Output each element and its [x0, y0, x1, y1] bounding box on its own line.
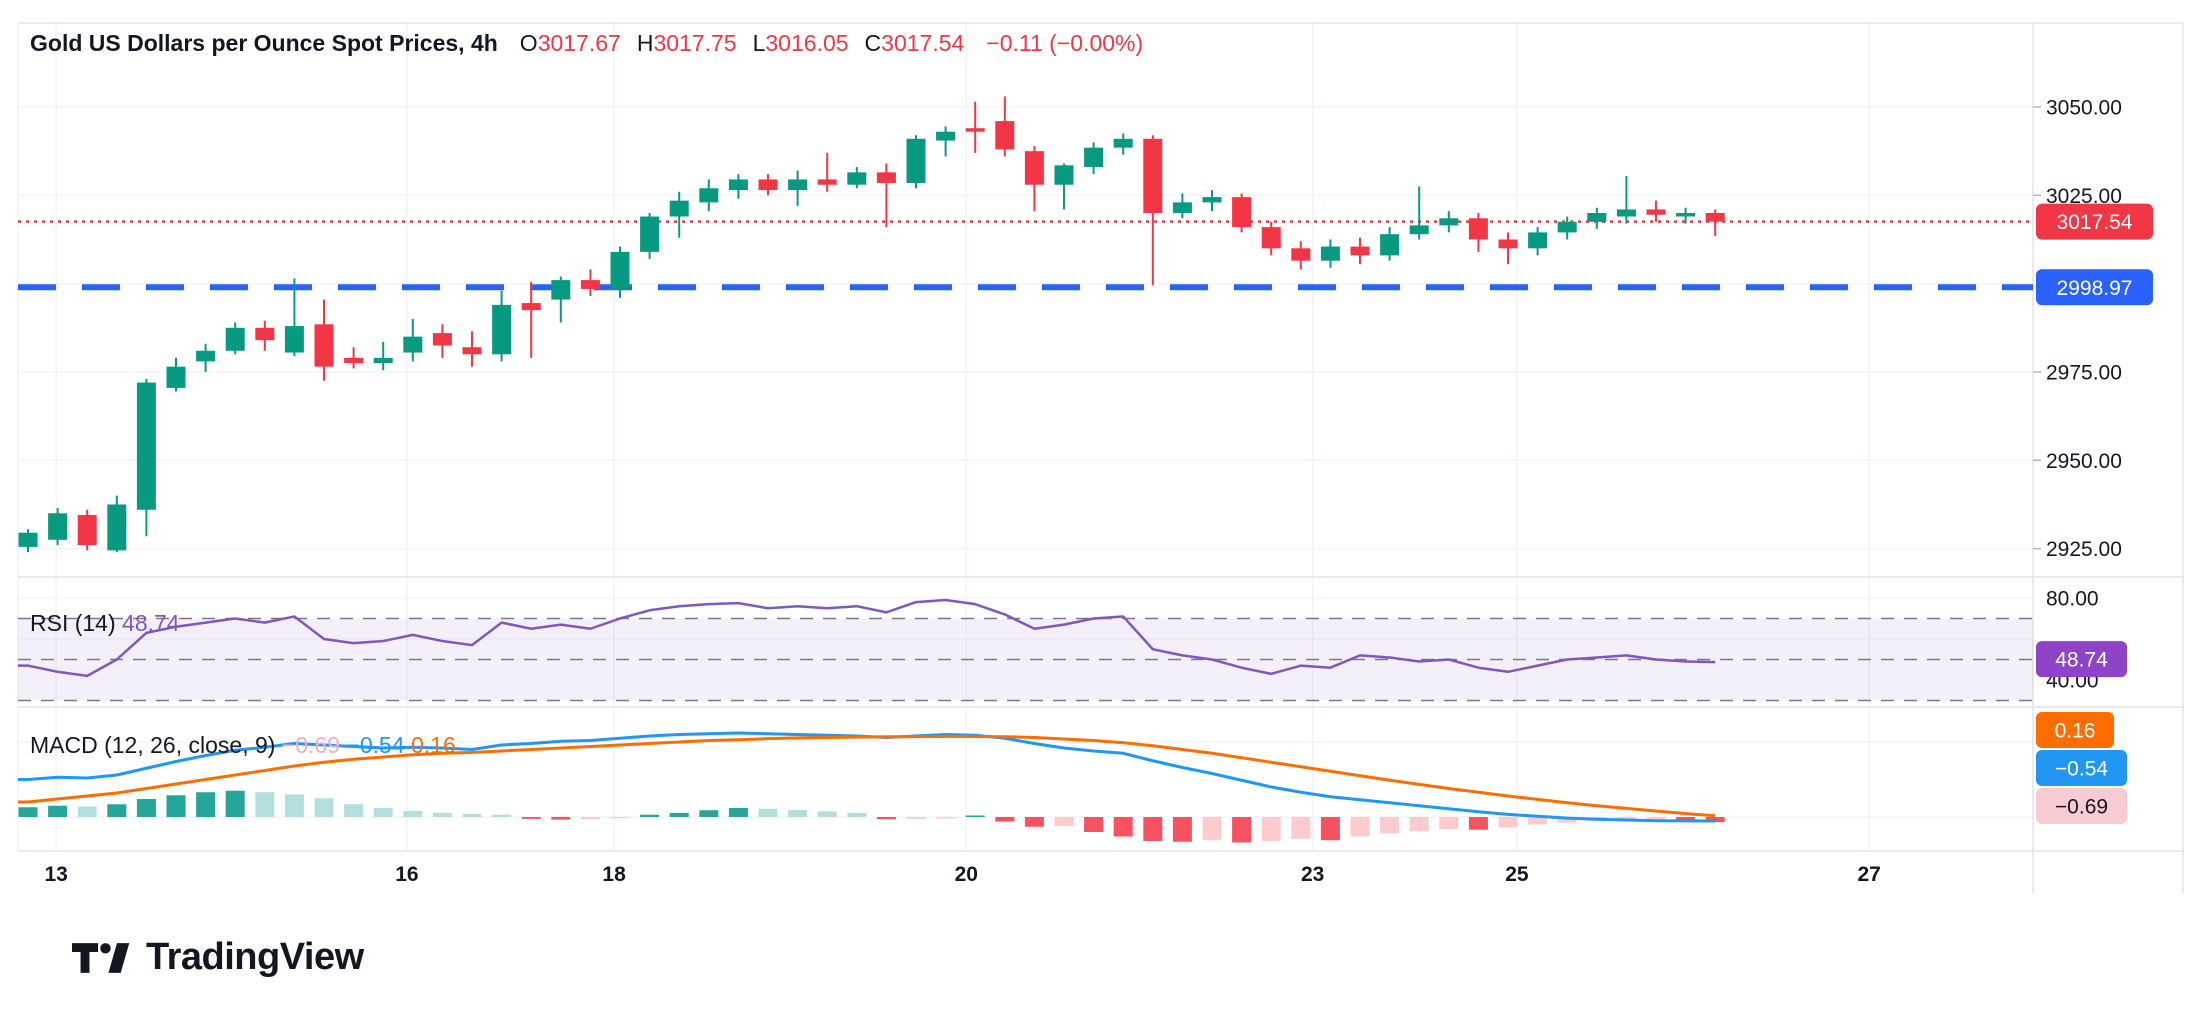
rsi-indicator-label[interactable]: RSI (14) 48.74: [30, 610, 180, 636]
time-tick-label: 27: [1857, 863, 1880, 886]
price-axis[interactable]: 3050.00 3025.00 2975.00 2950.00 2925.00 80.00…: [2033, 23, 2183, 893]
price-tick-label: 3050.00: [2046, 97, 2122, 120]
price-tick-label: 3025.00: [2046, 185, 2122, 208]
ohlc-c: C3017.54: [864, 30, 965, 56]
macd-lines: [18, 731, 1716, 823]
time-axis[interactable]: 13 16 18 20 23 25 27: [18, 851, 2033, 893]
pane-frame: [17, 22, 2184, 893]
macd-signal-line: [18, 734, 1716, 818]
macd-histogram: [18, 790, 1725, 843]
tradingview-logo-text: TradingView: [146, 936, 364, 978]
macd-histogram-badge: −0.69: [2036, 788, 2127, 824]
ohlc-values: O3017.67 H3017.75 L3016.05 C3017.54: [520, 30, 965, 57]
macd-value-badge: −0.54: [2036, 750, 2127, 786]
time-tick-label: 16: [395, 863, 418, 886]
price-change: −0.11 (−0.00%): [986, 30, 1144, 56]
tradingview-logo[interactable]: TradingView: [72, 936, 364, 979]
time-tick-label: 20: [955, 863, 978, 886]
symbol-title[interactable]: Gold US Dollars per Ounce Spot Prices, 4…: [30, 30, 498, 56]
rsi-band: [18, 617, 2033, 702]
time-tick-label: 23: [1301, 863, 1324, 886]
level-price-badge: 2998.97: [2036, 269, 2153, 306]
svg-text:48.74: 48.74: [2055, 649, 2108, 672]
macd-signal-badge: 0.16: [2036, 712, 2114, 748]
price-tick-label: 2950.00: [2046, 450, 2122, 473]
rsi-line: [18, 598, 1716, 678]
time-tick-label: 13: [44, 863, 67, 886]
tradingview-logo-icon: [72, 942, 130, 973]
svg-text:2998.97: 2998.97: [2057, 277, 2133, 300]
price-tick-label: 2925.00: [2046, 538, 2122, 561]
ohlc-l: L3016.05: [752, 30, 849, 56]
candles: [18, 96, 1725, 553]
chart-plot-area[interactable]: [18, 23, 2033, 851]
time-tick-label: 18: [602, 863, 626, 886]
ohlc-h: H3017.75: [636, 30, 737, 56]
rsi-tick-label: 80.00: [2046, 588, 2099, 611]
ohlc-o: O3017.67: [519, 30, 621, 56]
price-tick-label: 2975.00: [2046, 361, 2122, 384]
svg-text:−0.54: −0.54: [2055, 758, 2108, 781]
svg-text:3017.54: 3017.54: [2057, 211, 2133, 234]
svg-text:−0.69: −0.69: [2055, 796, 2108, 819]
time-tick-label: 25: [1505, 863, 1529, 886]
level-lines: [18, 220, 2033, 291]
macd-indicator-label[interactable]: MACD (12, 26, close, 9) −0.69 −0.54 0.16: [30, 732, 456, 758]
last-price-badge: 3017.54: [2036, 203, 2153, 240]
chart-legend: Gold US Dollars per Ounce Spot Prices, 4…: [30, 30, 1143, 57]
svg-text:0.16: 0.16: [2055, 720, 2096, 743]
rsi-value-badge: 48.74: [2036, 641, 2127, 678]
